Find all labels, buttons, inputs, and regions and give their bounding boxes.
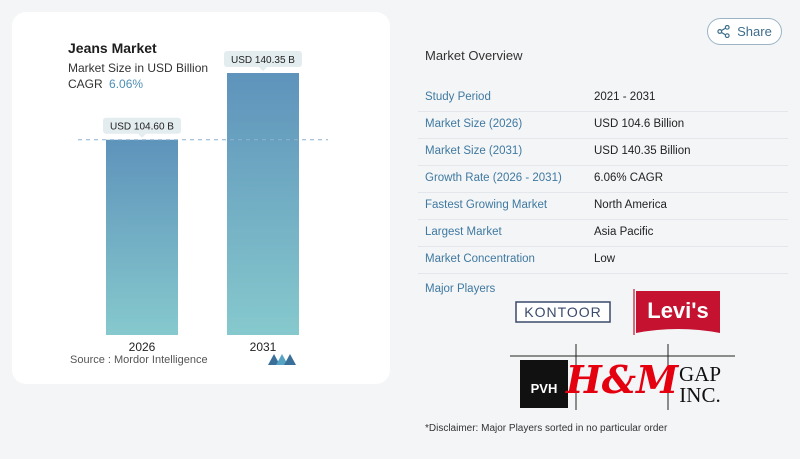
overview-value: 6.06% CAGR xyxy=(594,172,664,184)
overview-value: USD 140.35 Billion xyxy=(594,145,691,157)
overview-table: Study Period 2021 - 2031 Market Size (20… xyxy=(418,85,788,274)
data-label-pointer xyxy=(259,67,267,72)
svg-text:INC.: INC. xyxy=(679,383,720,407)
overview-label: Largest Market xyxy=(425,226,502,238)
pvh-hm-gap-logo-group: PVH H&M GAP INC. xyxy=(510,344,735,410)
data-label: USD 104.60 B xyxy=(110,122,174,133)
svg-text:H&M: H&M xyxy=(565,357,679,402)
overview-value: Asia Pacific xyxy=(594,226,654,238)
overview-label: Fastest Growing Market xyxy=(425,199,548,211)
chart-subtitle: Market Size in USD Billion xyxy=(68,61,209,75)
overview-title: Market Overview xyxy=(425,48,523,63)
overview-row: Study Period 2021 - 2031 xyxy=(418,85,788,112)
overview-row: Largest Market Asia Pacific xyxy=(418,220,788,247)
share-label: Share xyxy=(737,24,772,39)
overview-label: Market Size (2031) xyxy=(425,145,523,157)
overview-row: Market Size (2031) USD 140.35 Billion xyxy=(418,139,788,166)
mordor-logo-icon xyxy=(268,354,296,365)
x-tick-label: 2026 xyxy=(129,340,156,354)
svg-text:Levi's: Levi's xyxy=(647,298,709,323)
overview-label: Study Period xyxy=(425,91,491,103)
data-label-bg xyxy=(224,51,302,68)
overview-row: Fastest Growing Market North America xyxy=(418,193,788,220)
bar-chart: USD 104.60 B 2026 USD 140.35 B 2031 xyxy=(78,51,328,354)
overview-label: Market Size (2026) xyxy=(425,118,523,130)
overview-row: Market Concentration Low xyxy=(418,247,788,274)
overview-label: Market Concentration xyxy=(425,253,535,265)
major-players-label: Major Players xyxy=(425,283,496,295)
bar-2031 xyxy=(227,73,299,335)
chart-source: Source : Mordor Intelligence xyxy=(70,354,208,366)
svg-text:KONTOOR: KONTOOR xyxy=(524,304,602,320)
data-label-bg xyxy=(103,117,181,134)
overview-row: Market Size (2026) USD 104.6 Billion xyxy=(418,112,788,139)
overview-value: USD 104.6 Billion xyxy=(594,118,685,130)
share-button[interactable]: Share xyxy=(707,18,782,45)
disclaimer: *Disclaimer: Major Players sorted in no … xyxy=(425,423,668,434)
data-label-pointer xyxy=(138,133,146,138)
cagr-label: CAGR xyxy=(68,77,103,91)
chart-card xyxy=(12,12,390,384)
levis-logo: Levi's xyxy=(633,289,720,335)
overview-value: 2021 - 2031 xyxy=(594,91,656,103)
overview-label: Growth Rate (2026 - 2031) xyxy=(425,172,562,184)
kontoor-logo: KONTOOR xyxy=(515,301,611,323)
overview-value: North America xyxy=(594,199,667,211)
svg-text:GAP: GAP xyxy=(679,362,721,386)
bar-2026 xyxy=(106,139,178,335)
data-label: USD 140.35 B xyxy=(231,55,295,66)
cagr-value: 6.06% xyxy=(109,77,144,91)
chart-cagr: CAGR 6.06% xyxy=(68,77,143,91)
overview-value: Low xyxy=(594,253,616,265)
share-icon xyxy=(717,25,730,38)
chart-title: Jeans Market xyxy=(68,40,157,56)
overview-row: Growth Rate (2026 - 2031) 6.06% CAGR xyxy=(418,166,788,193)
x-tick-label: 2031 xyxy=(250,340,277,354)
svg-text:PVH: PVH xyxy=(531,381,558,396)
